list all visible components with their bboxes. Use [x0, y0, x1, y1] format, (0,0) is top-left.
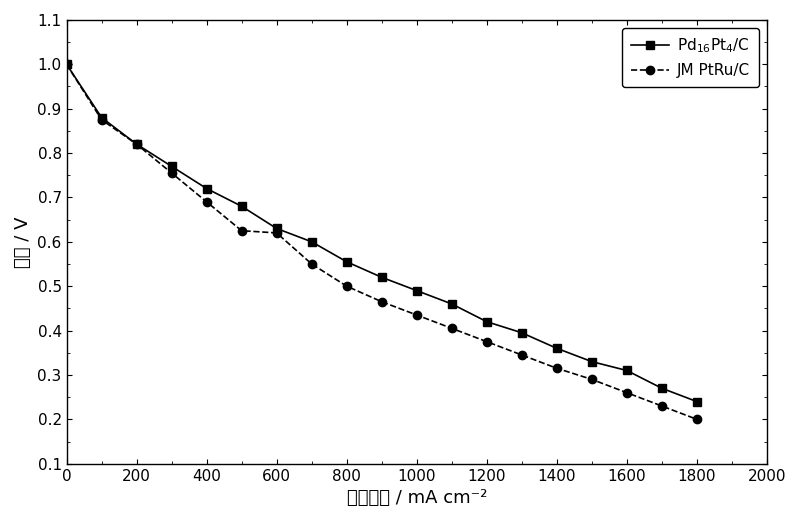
Y-axis label: 电位 / V: 电位 / V [14, 216, 32, 268]
X-axis label: 电流密度 / mA cm⁻²: 电流密度 / mA cm⁻² [346, 489, 487, 507]
Legend: $\mathrm{Pd_{16}Pt_4/C}$, JM PtRu/C: $\mathrm{Pd_{16}Pt_4/C}$, JM PtRu/C [622, 28, 759, 87]
